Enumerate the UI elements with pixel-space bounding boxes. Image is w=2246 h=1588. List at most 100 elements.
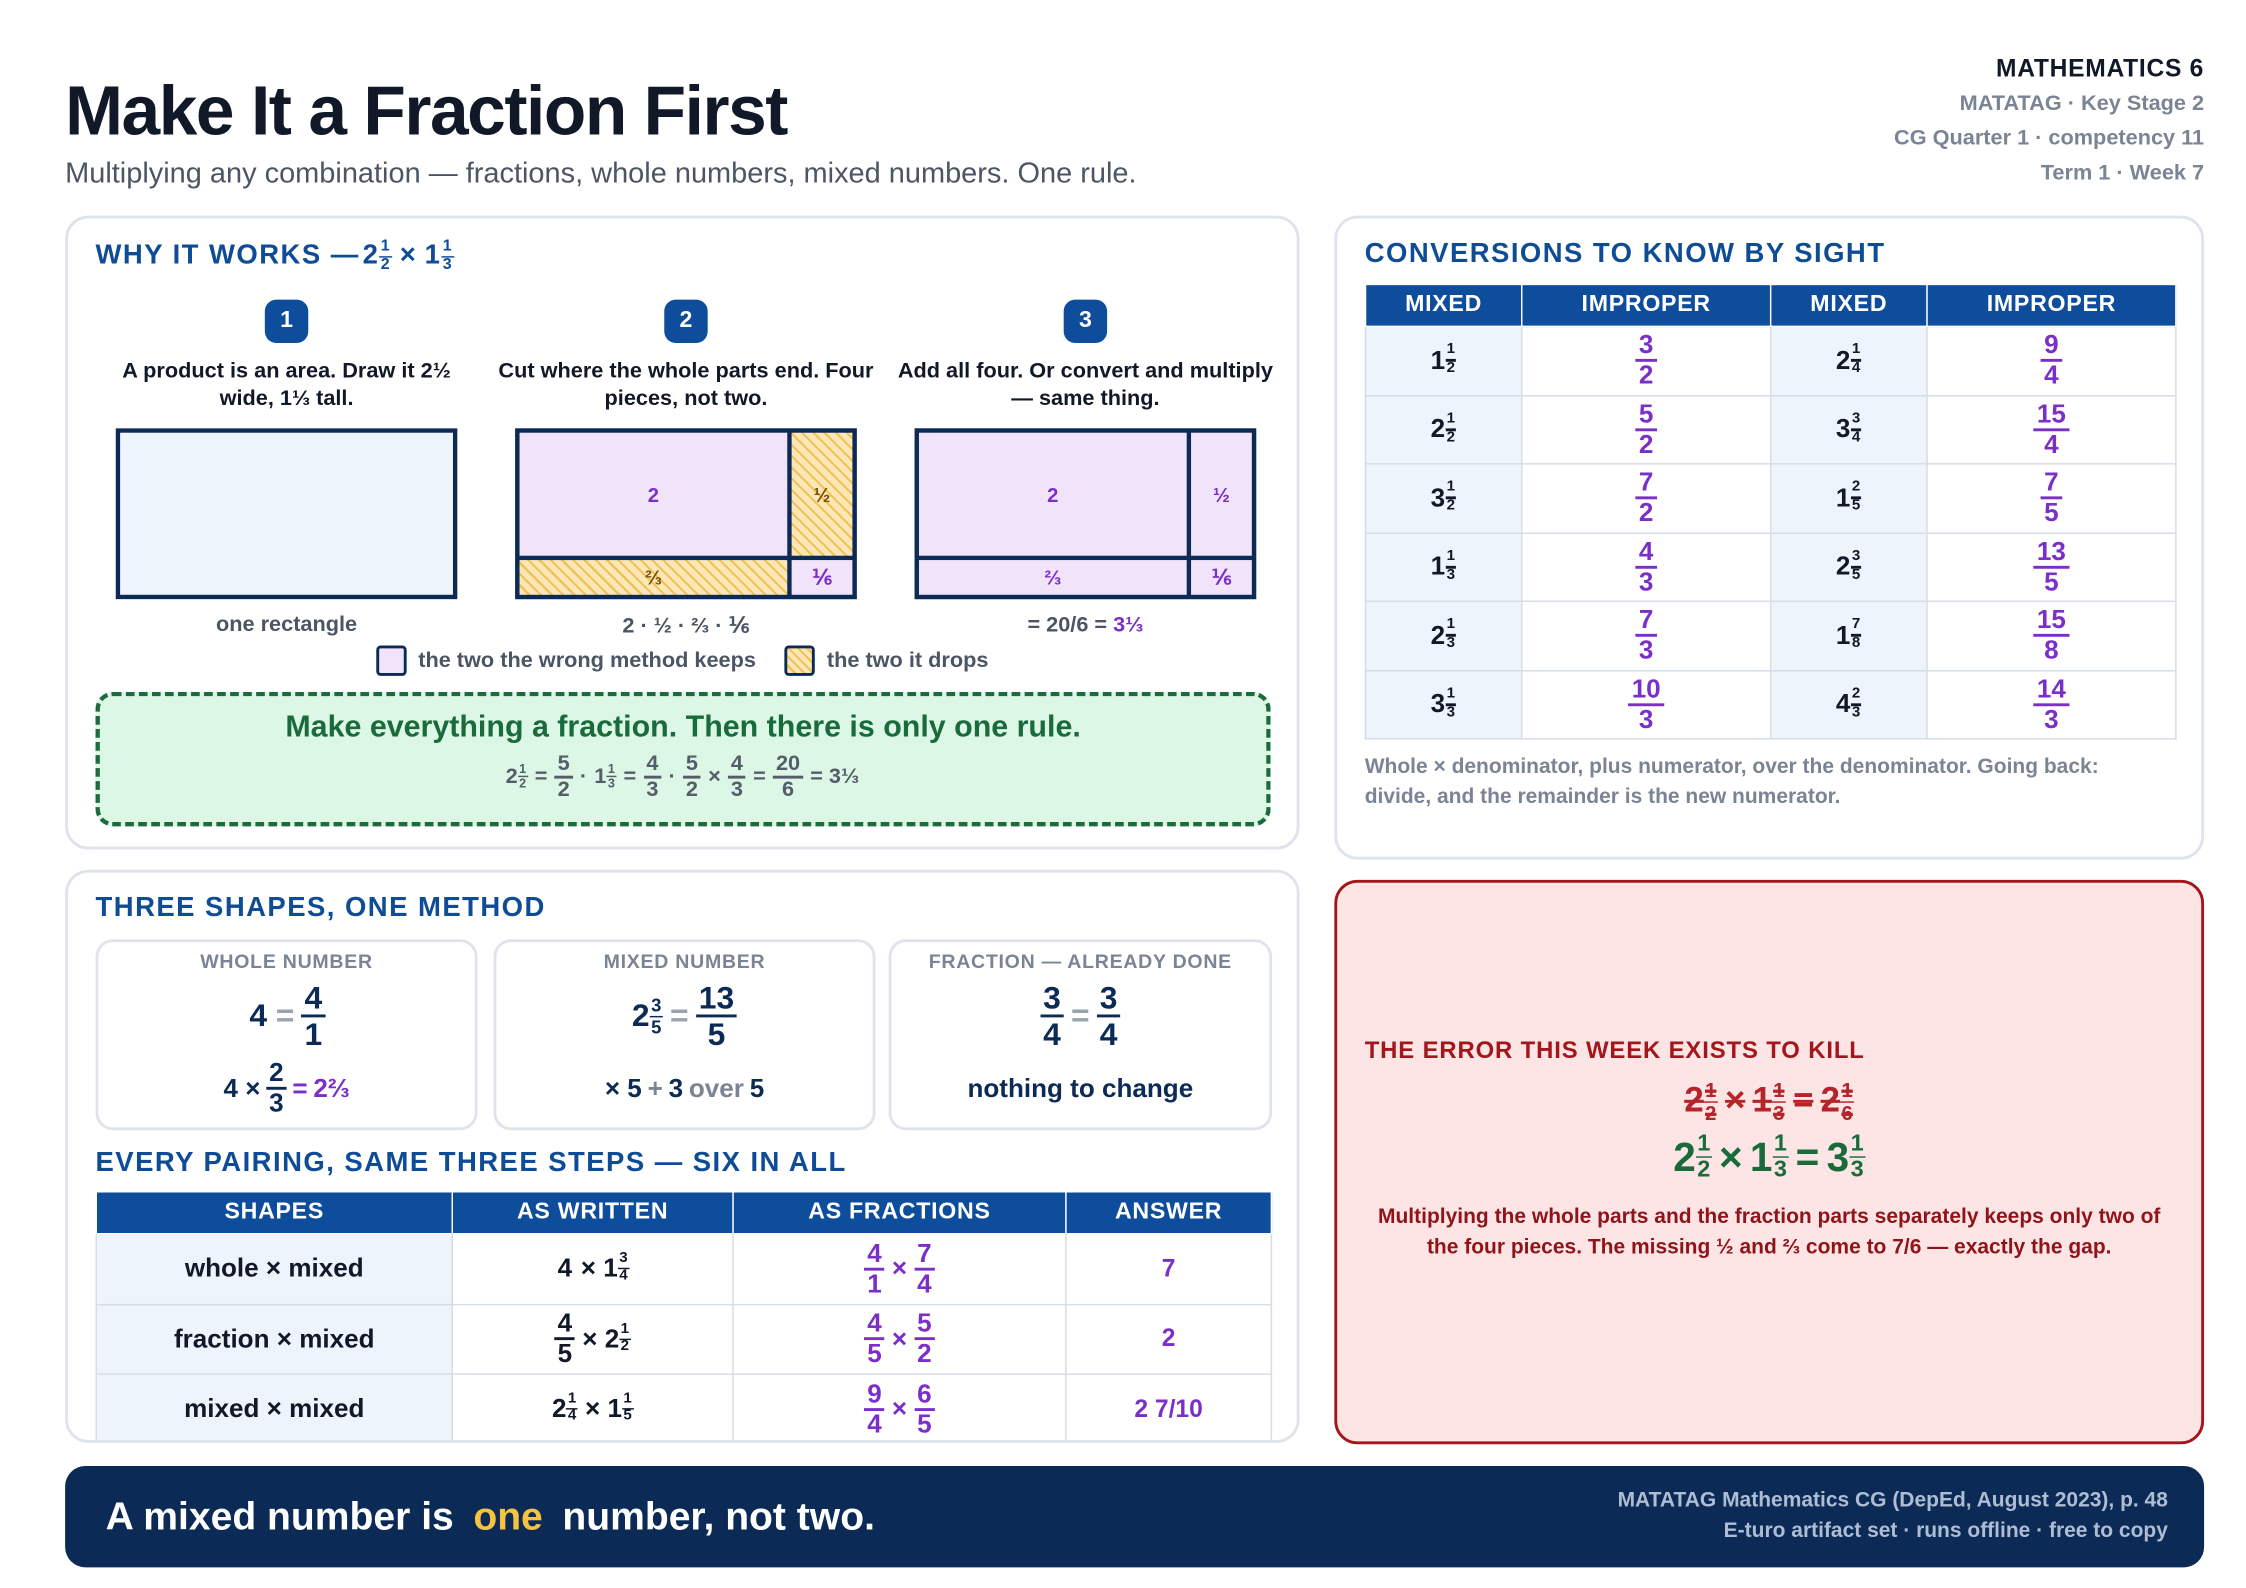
denominator: 5 — [1851, 498, 1861, 515]
expression-token: 3 — [668, 1073, 684, 1103]
numerator: 3 — [617, 1251, 630, 1270]
legend: the two the wrong method keeps the two i… — [68, 645, 1297, 676]
error-panel: THE ERROR THIS WEEK EXISTS TO KILL 2 1 2 × 1… — [1334, 879, 2205, 1445]
whole-part: 1 — [1835, 620, 1851, 650]
numerator: 1 — [1445, 411, 1457, 431]
expression-token: × — [399, 240, 418, 271]
step-label: 2 · ½ · ⅔ · ⅙ — [622, 613, 750, 639]
shapes-cell: whole × mixed — [95, 1233, 453, 1305]
fractions-cell: 4 5 × 5 2 — [732, 1303, 1067, 1375]
dropped-piece: ½ — [791, 432, 853, 556]
numerator: 1 — [566, 1391, 578, 1410]
expression-token: × — [1724, 1081, 1746, 1121]
piece: ⅙ — [1191, 560, 1252, 595]
denominator: 4 — [567, 1408, 577, 1425]
expression-token: × — [585, 1394, 601, 1423]
numerator: 1 — [379, 238, 393, 257]
piece: ½ — [1191, 432, 1252, 556]
answer-cell: 7 — [1065, 1233, 1273, 1305]
step-caption: Add all four. Or convert and multiply — … — [897, 358, 1273, 412]
numerator: 1 — [1445, 480, 1457, 500]
meta-line: Term 1 · Week 7 — [2040, 160, 2205, 186]
whole-part: 1 — [1749, 1134, 1773, 1180]
area-diagram: 2 ½ ⅔ ⅙ — [914, 428, 1257, 600]
footer: A mixed number is one number, not two. M… — [65, 1466, 2205, 1568]
denominator: 3 — [1446, 566, 1456, 583]
whole-part: 2 — [1430, 414, 1446, 444]
denominator: 3 — [442, 255, 454, 273]
denominator: 5 — [651, 1015, 662, 1037]
expression-token: = — [623, 764, 637, 790]
whole-part: 2 — [551, 1394, 567, 1423]
numerator: 1 — [517, 761, 528, 778]
legend-swatch — [376, 645, 407, 676]
whole-part: 2 — [1684, 1081, 1704, 1121]
expression-token: over — [688, 1073, 744, 1103]
numerator: 1 — [441, 238, 455, 257]
shape-card: FRACTION — ALREADY DONE 3 4 = 3 4 nothing to c… — [888, 939, 1273, 1131]
card-detail: × 5 +3 over 5 — [496, 1056, 872, 1120]
whole-part: 1 — [594, 764, 607, 790]
numerator: 4 — [864, 1310, 885, 1341]
denominator: 5 — [623, 1408, 632, 1425]
numerator: 2 — [1850, 686, 1862, 706]
denominator: 2 — [519, 776, 527, 791]
numerator: 6 — [914, 1380, 935, 1411]
fraction-stack: 20 6 — [773, 752, 803, 801]
step-number: 2 — [664, 299, 708, 343]
fraction-stack: 10 3 — [1628, 675, 1664, 734]
denominator: 2 — [620, 1338, 630, 1355]
numerator: 4 — [643, 752, 662, 779]
expression-token: · — [579, 764, 588, 790]
denominator: 3 — [1851, 704, 1861, 721]
pairings-table: SHAPES AS WRITTEN AS FRACTIONS ANSWER whole… — [95, 1191, 1273, 1440]
numerator: 5 — [554, 752, 573, 779]
expression-token: = — [275, 997, 295, 1034]
numerator: 9 — [864, 1380, 885, 1411]
fractions-expression: 9 4 × 6 5 — [734, 1380, 1065, 1438]
tagline: A mixed number is one number, not two. — [101, 1493, 879, 1540]
numerator: 3 — [1096, 981, 1121, 1018]
expression-token: 2⅔ — [313, 1073, 350, 1103]
denominator: 5 — [557, 1339, 573, 1368]
step: 2 Cut where the whole parts end. Four pi… — [486, 299, 885, 639]
card-label: MIXED NUMBER — [603, 950, 766, 973]
numerator: 1 — [1445, 617, 1457, 638]
kept-piece: ⅙ — [791, 560, 853, 595]
card-expression: 3 4 = 3 4 — [891, 978, 1269, 1053]
table-body: whole × mixed 4 × 1 3 4 4 1 × 7 4 7 fraction × mixed… — [95, 1233, 1273, 1440]
fractions-cell: 4 1 × 7 4 — [732, 1233, 1067, 1305]
numerator: 1 — [621, 1391, 634, 1410]
card-detail: 4 × 2 3 = 2⅔ — [98, 1056, 474, 1120]
fraction: 13 5 — [695, 981, 738, 1051]
numerator: 7 — [1636, 469, 1657, 500]
whole-part: 1 — [603, 1253, 618, 1283]
